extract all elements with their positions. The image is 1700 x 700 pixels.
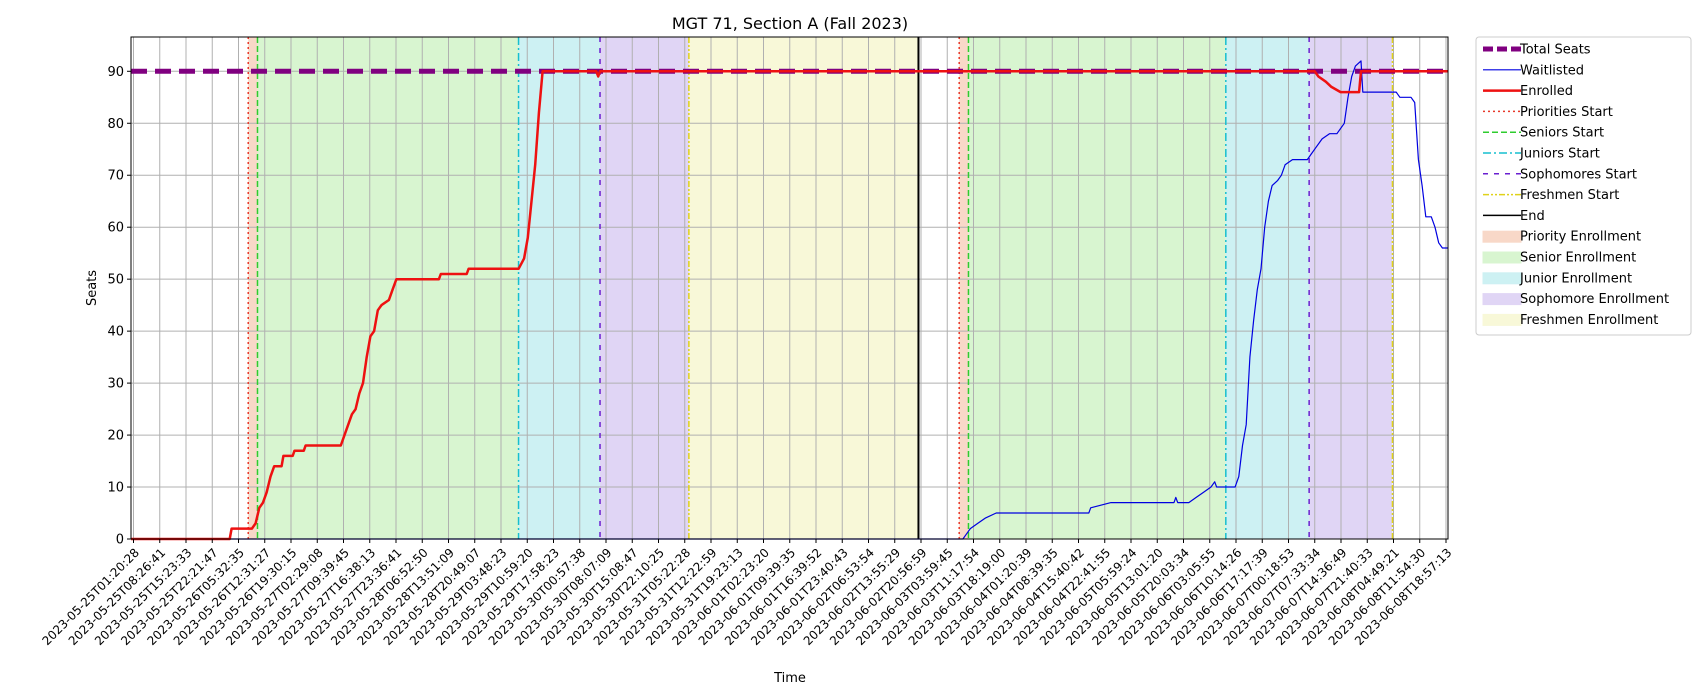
legend-entry: Priorities Start: [1520, 105, 1613, 120]
x-axis-label: Time: [773, 671, 806, 686]
legend-entry: Total Seats: [1519, 43, 1591, 58]
legend-swatch: [1482, 230, 1522, 243]
y-tick-label: 20: [107, 429, 124, 444]
legend-entry: Priority Enrollment: [1520, 230, 1641, 245]
phase-band-3: [600, 37, 689, 539]
legend-swatch: [1482, 293, 1522, 306]
legend-entry: Freshmen Start: [1520, 188, 1619, 203]
y-tick-label: 50: [107, 273, 124, 288]
phase-band-8: [1309, 37, 1393, 539]
y-tick-label: 40: [107, 325, 124, 340]
y-axis-label: Seats: [85, 270, 100, 306]
y-tick-label: 30: [107, 377, 124, 392]
y-tick-label: 70: [107, 169, 124, 184]
phase-band-0: [248, 37, 258, 539]
x-axis: 2023-05-25T01:20:282023-05-25T08:26:4120…: [39, 539, 1454, 648]
data-series: [131, 60, 1448, 541]
legend-entry: Seniors Start: [1520, 126, 1604, 141]
legend-swatch: [1482, 272, 1522, 285]
legend-entry: Sophomore Enrollment: [1520, 292, 1669, 307]
legend-entry: End: [1520, 209, 1545, 224]
y-axis: 0 10 20 30 40 50 60 70 80 90: [107, 65, 131, 548]
legend-entry: Freshmen Enrollment: [1520, 313, 1658, 328]
y-tick-label: 0: [116, 533, 124, 548]
phase-markers: [247, 37, 1394, 539]
legend-entry: Enrolled: [1520, 84, 1573, 99]
legend-swatch: [1482, 313, 1522, 326]
legend-entry: Senior Enrollment: [1520, 251, 1636, 266]
legend-entry: Junior Enrollment: [1519, 271, 1632, 286]
y-tick-label: 90: [107, 65, 124, 80]
legend-box: [1475, 36, 1692, 336]
legend-entry: Juniors Start: [1519, 147, 1600, 162]
phase-bands: [248, 37, 1393, 539]
legend: Total Seats Waitlisted Enrolled Priorities …: [1475, 36, 1692, 336]
phase-band-2: [518, 37, 601, 539]
series-enrolled: [131, 70, 1448, 541]
phase-band-6: [968, 37, 1226, 539]
y-tick-label: 10: [107, 481, 124, 496]
phase-band-7: [1225, 37, 1310, 539]
y-tick-label: 60: [107, 221, 124, 236]
phase-band-5: [959, 37, 969, 539]
legend-swatch: [1482, 251, 1522, 264]
phase-band-1: [257, 37, 519, 539]
legend-entry: Sophomores Start: [1520, 167, 1637, 182]
phase-band-4: [688, 37, 919, 539]
legend-entry: Waitlisted: [1520, 63, 1584, 78]
y-tick-label: 80: [107, 117, 124, 132]
chart-title: MGT 71, Section A (Fall 2023): [672, 14, 908, 33]
series-waitlisted: [131, 60, 1448, 540]
